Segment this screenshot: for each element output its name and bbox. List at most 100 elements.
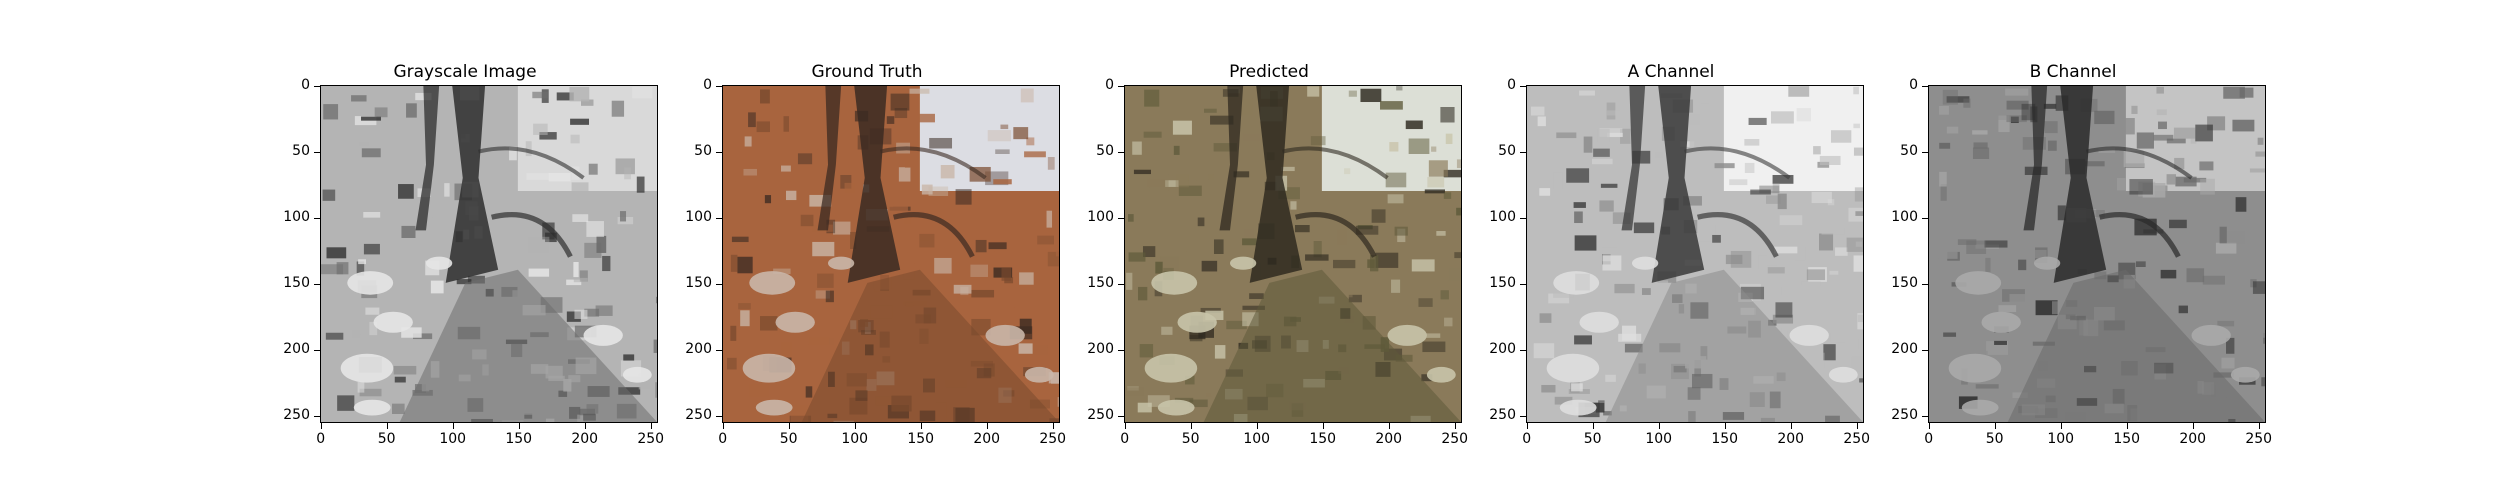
x-tick (2060, 423, 2062, 429)
y-tick-label: 150 (685, 274, 712, 291)
panel-title: Predicted (1229, 62, 1309, 82)
y-tick-label: 250 (685, 406, 712, 423)
image-axes (1928, 85, 2266, 423)
y-tick (1118, 151, 1124, 153)
y-tick-label: 100 (1891, 208, 1918, 225)
panel-title: Grayscale Image (393, 62, 537, 82)
y-tick (716, 415, 722, 417)
x-tick-label: 100 (439, 431, 467, 447)
y-tick (1520, 415, 1526, 417)
panel-title: Ground Truth (811, 62, 923, 82)
y-tick-label: 0 (1909, 76, 1918, 93)
x-tick-label: 50 (1985, 431, 2004, 447)
y-tick-label: 50 (1096, 142, 1114, 159)
x-tick-label: 200 (571, 431, 599, 447)
x-tick (1724, 423, 1726, 429)
panel-predicted: Predicted 0 0 50 50 100 100 150 150 200 200 250 250 (1054, 0, 1484, 500)
x-tick (1454, 423, 1456, 429)
x-tick (2126, 423, 2128, 429)
x-tick (2192, 423, 2194, 429)
x-tick-label: 50 (779, 431, 798, 447)
x-tick (1526, 423, 1528, 429)
x-tick-label: 100 (841, 431, 869, 447)
image-content (1527, 86, 1863, 422)
x-tick (722, 423, 724, 429)
x-tick (1256, 423, 1258, 429)
x-tick-label: 200 (1777, 431, 1805, 447)
x-tick-label: 150 (1711, 431, 1739, 447)
image-content (1125, 86, 1461, 422)
image-axes (320, 85, 658, 423)
y-tick (1922, 283, 1928, 285)
y-tick (1520, 85, 1526, 87)
x-tick (1052, 423, 1054, 429)
y-tick-label: 250 (283, 406, 310, 423)
x-tick (1322, 423, 1324, 429)
y-tick (716, 217, 722, 219)
y-tick (1922, 85, 1928, 87)
y-tick-label: 200 (1489, 340, 1516, 357)
image-axes (1526, 85, 1864, 423)
y-tick (1922, 151, 1928, 153)
y-tick (1520, 349, 1526, 351)
x-tick (854, 423, 856, 429)
x-tick (920, 423, 922, 429)
y-tick (1922, 415, 1928, 417)
x-tick-label: 150 (907, 431, 935, 447)
x-tick-label: 0 (1522, 431, 1532, 447)
y-tick (314, 415, 320, 417)
y-tick-label: 100 (685, 208, 712, 225)
y-tick (1118, 415, 1124, 417)
y-tick-label: 150 (283, 274, 310, 291)
y-tick (314, 151, 320, 153)
x-tick (986, 423, 988, 429)
y-tick (1520, 151, 1526, 153)
x-tick (1928, 423, 1930, 429)
y-tick (1118, 85, 1124, 87)
x-tick-label: 100 (2047, 431, 2075, 447)
y-tick (314, 85, 320, 87)
x-tick-label: 200 (973, 431, 1001, 447)
y-tick (716, 151, 722, 153)
y-tick-label: 250 (1087, 406, 1114, 423)
y-tick-label: 100 (1489, 208, 1516, 225)
x-tick (1388, 423, 1390, 429)
x-tick (1856, 423, 1858, 429)
y-tick-label: 200 (685, 340, 712, 357)
y-tick (1520, 283, 1526, 285)
x-tick (386, 423, 388, 429)
x-tick-label: 150 (1309, 431, 1337, 447)
x-tick (584, 423, 586, 429)
y-tick-label: 150 (1087, 274, 1114, 291)
x-tick-label: 50 (377, 431, 396, 447)
y-tick-label: 0 (1507, 76, 1516, 93)
x-tick-label: 250 (1441, 431, 1469, 447)
x-tick (1124, 423, 1126, 429)
x-tick-label: 200 (1375, 431, 1403, 447)
y-tick-label: 0 (301, 76, 310, 93)
x-tick-label: 250 (2245, 431, 2273, 447)
panel-b-channel: B Channel 0 0 50 50 100 100 150 150 200 200 250 250 (1858, 0, 2288, 500)
y-tick-label: 250 (1489, 406, 1516, 423)
y-tick-label: 150 (1489, 274, 1516, 291)
x-tick (1790, 423, 1792, 429)
y-tick (1118, 349, 1124, 351)
x-tick-label: 250 (1843, 431, 1871, 447)
y-tick-label: 50 (1498, 142, 1516, 159)
y-tick-label: 0 (1105, 76, 1114, 93)
y-tick-label: 200 (283, 340, 310, 357)
x-tick-label: 50 (1181, 431, 1200, 447)
image-content (1929, 86, 2265, 422)
y-tick (314, 349, 320, 351)
x-tick-label: 0 (316, 431, 326, 447)
y-tick-label: 150 (1891, 274, 1918, 291)
y-tick-label: 50 (694, 142, 712, 159)
y-tick (716, 283, 722, 285)
panel-title: B Channel (2029, 62, 2117, 82)
y-tick-label: 50 (1900, 142, 1918, 159)
y-tick (1922, 217, 1928, 219)
x-tick-label: 0 (1924, 431, 1934, 447)
x-tick-label: 150 (2113, 431, 2141, 447)
x-tick (1658, 423, 1660, 429)
y-tick-label: 0 (703, 76, 712, 93)
